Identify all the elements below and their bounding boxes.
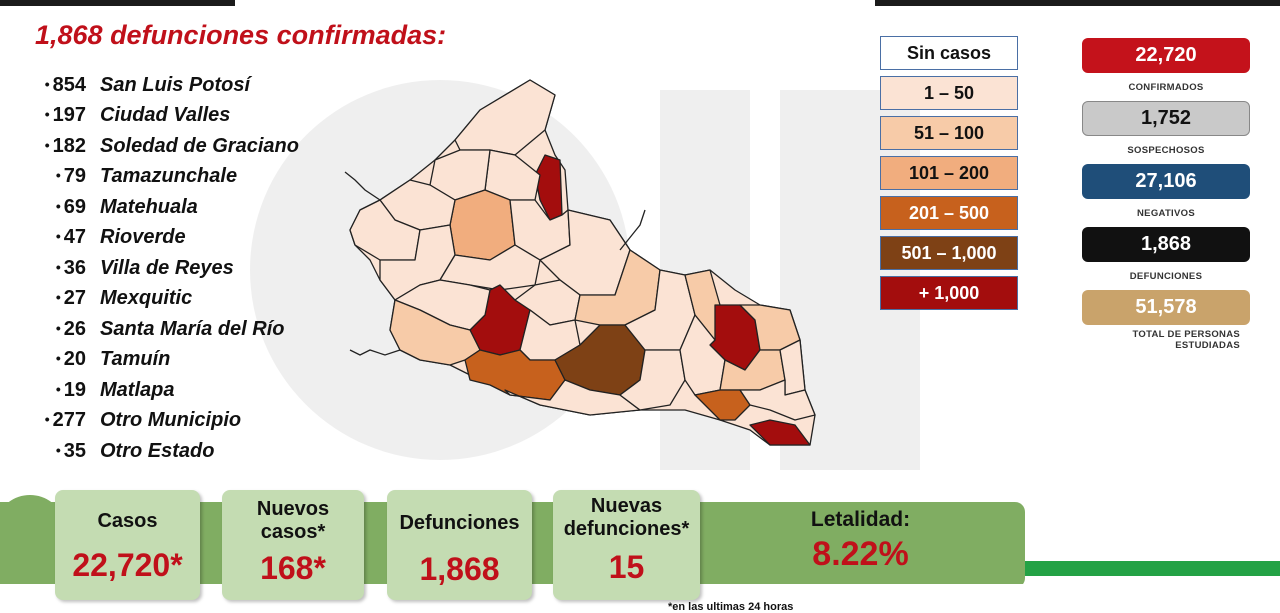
suspected-value: 1,752 [1082, 101, 1250, 136]
suspected-caption: SOSPECHOSOS [1127, 144, 1205, 156]
card-value: 15 [608, 549, 645, 585]
map-region [449, 189, 516, 261]
confirmed-value: 22,720 [1082, 38, 1250, 73]
card-value: 22,720* [72, 547, 183, 583]
studied-caption: TOTAL DE PERSONAS ESTUDIADAS [1132, 329, 1240, 351]
card-nuevas-defunciones: Nuevas defunciones* 15 [553, 490, 700, 600]
page-title: 1,868 defunciones confirmadas: [35, 20, 447, 50]
card-letalidad: Letalidad: 8.22% [708, 500, 1013, 582]
top-bar-left-segment [0, 0, 235, 6]
legend-item: 51 – 100 [880, 116, 1018, 150]
top-bar [0, 0, 1280, 10]
state-choropleth-map [344, 79, 816, 446]
map-region [504, 379, 641, 416]
legend-item: + 1,000 [880, 276, 1018, 310]
deaths-caption: DEFUNCIONES [1129, 270, 1203, 282]
card-value: 8.22% [812, 535, 909, 573]
green-stripe [1025, 561, 1280, 578]
map-region-tamazunchale [749, 419, 811, 446]
map-region [739, 379, 816, 421]
negative-caption: NEGATIVOS [1137, 207, 1195, 219]
card-label: Casos [97, 510, 158, 532]
map-region [389, 299, 481, 366]
legend-item: 101 – 200 [880, 156, 1018, 190]
white-stripe [1025, 576, 1280, 580]
top-bar-right-segment [875, 0, 1280, 6]
legend-item: 1 – 50 [880, 76, 1018, 110]
card-value: 168* [260, 550, 326, 586]
map-legend: Sin casos 1 – 50 51 – 100 101 – 200 201 … [880, 36, 1018, 316]
card-label: Nuevas defunciones* [563, 495, 690, 540]
card-casos: Casos 22,720* [55, 490, 200, 600]
confirmed-caption: CONFIRMADOS [1128, 81, 1204, 93]
legend-item: Sin casos [880, 36, 1018, 70]
legend-item: 201 – 500 [880, 196, 1018, 230]
legend-item: 501 – 1,000 [880, 236, 1018, 270]
card-value: 1,868 [419, 551, 500, 587]
card-defunciones: Defunciones 1,868 [387, 490, 532, 600]
footnote: *en las ultimas 24 horas [668, 601, 794, 613]
card-label: Nuevos casos* [256, 498, 330, 543]
card-label: Defunciones [399, 512, 520, 534]
stats-panel: 22,720 CONFIRMADOS 1,752 SOSPECHOSOS 27,… [1082, 38, 1250, 355]
studied-value: 51,578 [1082, 290, 1250, 325]
card-label: Letalidad: [810, 508, 911, 531]
deaths-value: 1,868 [1082, 227, 1250, 262]
card-nuevos-casos: Nuevos casos* 168* [222, 490, 364, 600]
negative-value: 27,106 [1082, 164, 1250, 199]
